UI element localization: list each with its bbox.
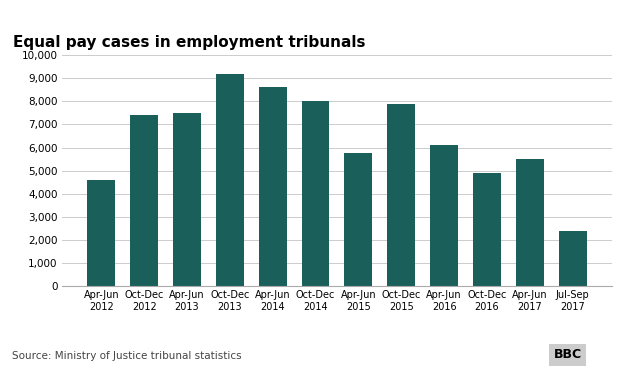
Bar xyxy=(87,180,115,286)
Bar xyxy=(216,73,244,286)
Bar xyxy=(173,113,201,286)
Bar xyxy=(344,153,373,286)
Bar xyxy=(388,103,415,286)
Bar xyxy=(430,145,458,286)
Bar xyxy=(516,159,544,286)
Bar xyxy=(301,101,329,286)
Bar xyxy=(558,231,587,286)
Bar xyxy=(259,87,286,286)
Bar xyxy=(473,173,501,286)
Text: Equal pay cases in employment tribunals: Equal pay cases in employment tribunals xyxy=(13,35,366,50)
Text: BBC: BBC xyxy=(553,349,582,361)
Text: Source: Ministry of Justice tribunal statistics: Source: Ministry of Justice tribunal sta… xyxy=(12,352,242,361)
Bar xyxy=(130,115,158,286)
